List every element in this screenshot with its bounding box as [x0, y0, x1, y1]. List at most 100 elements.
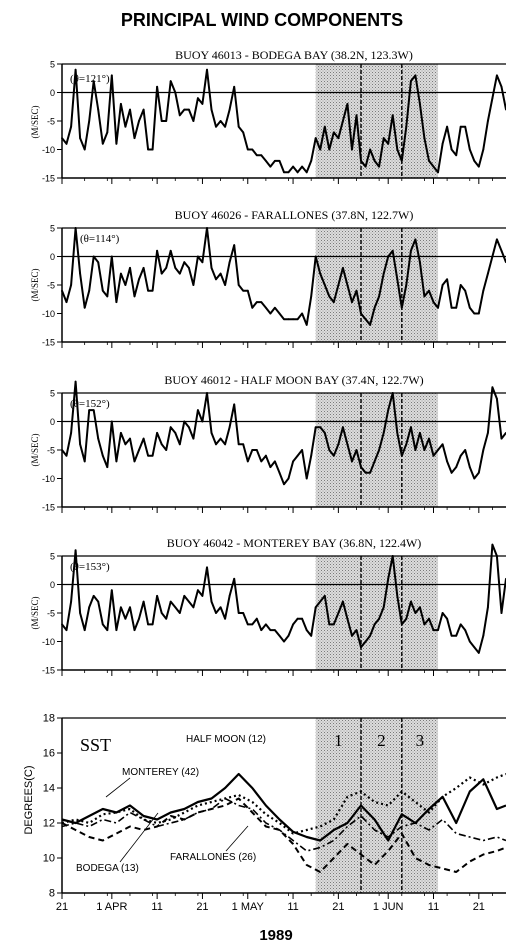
wind-data-point: [500, 85, 503, 88]
wind-data-point: [169, 600, 172, 603]
wind-data-point: [477, 312, 480, 315]
figure-title: PRINCIPAL WIND COMPONENTS: [121, 10, 403, 30]
wind-data-point: [133, 137, 136, 140]
wind-data-point: [319, 426, 322, 429]
wind-data-point: [188, 426, 190, 429]
wind-series-line: [61, 543, 506, 654]
wind-data-point: [387, 142, 390, 145]
wind-data-point: [387, 409, 390, 411]
wind-data-point: [287, 477, 290, 480]
wind-data-point: [120, 103, 122, 105]
wind-data-point: [178, 443, 181, 446]
wind-data-point: [314, 606, 317, 609]
wind-data-point: [355, 114, 358, 117]
callout-line-bodega: [119, 812, 159, 863]
wind-data-point: [260, 460, 263, 463]
wind-data-point: [233, 577, 236, 580]
wind-data-point: [210, 432, 213, 434]
wind-data-point: [70, 284, 72, 286]
wind-data-point: [115, 460, 118, 463]
wind-data-point: [360, 646, 362, 649]
x-tick-label: 21: [56, 901, 68, 913]
y-tick-label: -15: [42, 174, 55, 184]
wind-data-point: [237, 612, 240, 614]
wind-data-point: [373, 306, 376, 309]
wind-data-point: [346, 443, 349, 446]
wind-data-point: [79, 272, 81, 275]
wind-data-point: [156, 249, 159, 252]
wind-data-point: [410, 426, 412, 429]
wind-data-point: [61, 623, 63, 626]
wind-data-point: [414, 449, 417, 451]
wind-data-point: [120, 272, 122, 275]
wind-data-point: [188, 600, 190, 603]
wind-data-point: [101, 623, 104, 626]
wind-data-point: [292, 318, 294, 321]
y-tick-label: 14: [43, 783, 55, 795]
wind-data-point: [355, 289, 358, 292]
wind-data-point: [255, 449, 258, 451]
wind-data-point: [464, 449, 467, 451]
wind-data-point: [369, 471, 371, 474]
wind-data-point: [242, 131, 245, 134]
y-tick-label: 5: [50, 552, 55, 562]
wind-data-point: [496, 74, 498, 77]
wind-data-point: [473, 477, 476, 480]
wind-data-point: [224, 284, 227, 286]
wind-data-point: [183, 108, 186, 111]
wind-data-point: [491, 255, 494, 258]
wind-data-point: [210, 600, 213, 603]
wind-data-point: [314, 255, 317, 258]
wind-data-point: [224, 125, 227, 128]
wind-data-point: [83, 148, 86, 151]
wind-data-point: [88, 409, 91, 411]
wind-data-point: [419, 261, 421, 264]
shaded-period-region: [315, 556, 439, 670]
wind-data-point: [97, 437, 100, 440]
wind-data-point: [219, 606, 222, 609]
wind-data-point: [437, 306, 439, 309]
wind-data-point: [101, 289, 104, 292]
wind-data-point: [242, 289, 245, 292]
wind-data-point: [432, 165, 435, 168]
wind-data-point: [382, 272, 385, 275]
wind-data-point: [364, 471, 367, 474]
wind-data-point: [342, 267, 344, 269]
wind-data-point: [319, 600, 322, 603]
wind-data-point: [450, 306, 453, 309]
wind-data-point: [129, 437, 131, 440]
wind-data-point: [455, 306, 458, 309]
wind-data-point: [97, 261, 100, 264]
y-tick-label: 16: [43, 748, 55, 760]
wind-data-point: [314, 137, 317, 140]
wind-data-point: [65, 629, 68, 631]
wind-data-point: [129, 606, 131, 609]
wind-data-point: [400, 306, 403, 309]
wind-data-point: [319, 148, 322, 151]
wind-data-point: [255, 301, 258, 303]
wind-data-point: [360, 466, 362, 468]
wind-data-point: [378, 295, 380, 298]
wind-data-point: [206, 566, 208, 569]
wind-data-point: [188, 267, 190, 269]
wind-data-point: [83, 629, 86, 631]
wind-data-point: [351, 634, 353, 637]
wind-data-point: [147, 289, 150, 292]
y-tick-label: -15: [42, 338, 55, 348]
wind-data-point: [178, 114, 181, 117]
wind-data-point: [500, 437, 503, 440]
wind-data-point: [219, 120, 222, 122]
wind-data-point: [496, 397, 498, 400]
wind-data-point: [201, 103, 204, 105]
wind-data-point: [106, 629, 109, 631]
wind-data-point: [278, 634, 281, 637]
wind-data-point: [437, 449, 439, 451]
callout-line-monterey: [105, 777, 131, 798]
wind-data-point: [342, 426, 344, 429]
y-tick-label: -10: [42, 637, 55, 647]
wind-data-point: [328, 148, 331, 151]
wind-data-point: [129, 267, 131, 269]
wind-data-point: [265, 160, 267, 162]
wind-data-point: [414, 74, 417, 77]
